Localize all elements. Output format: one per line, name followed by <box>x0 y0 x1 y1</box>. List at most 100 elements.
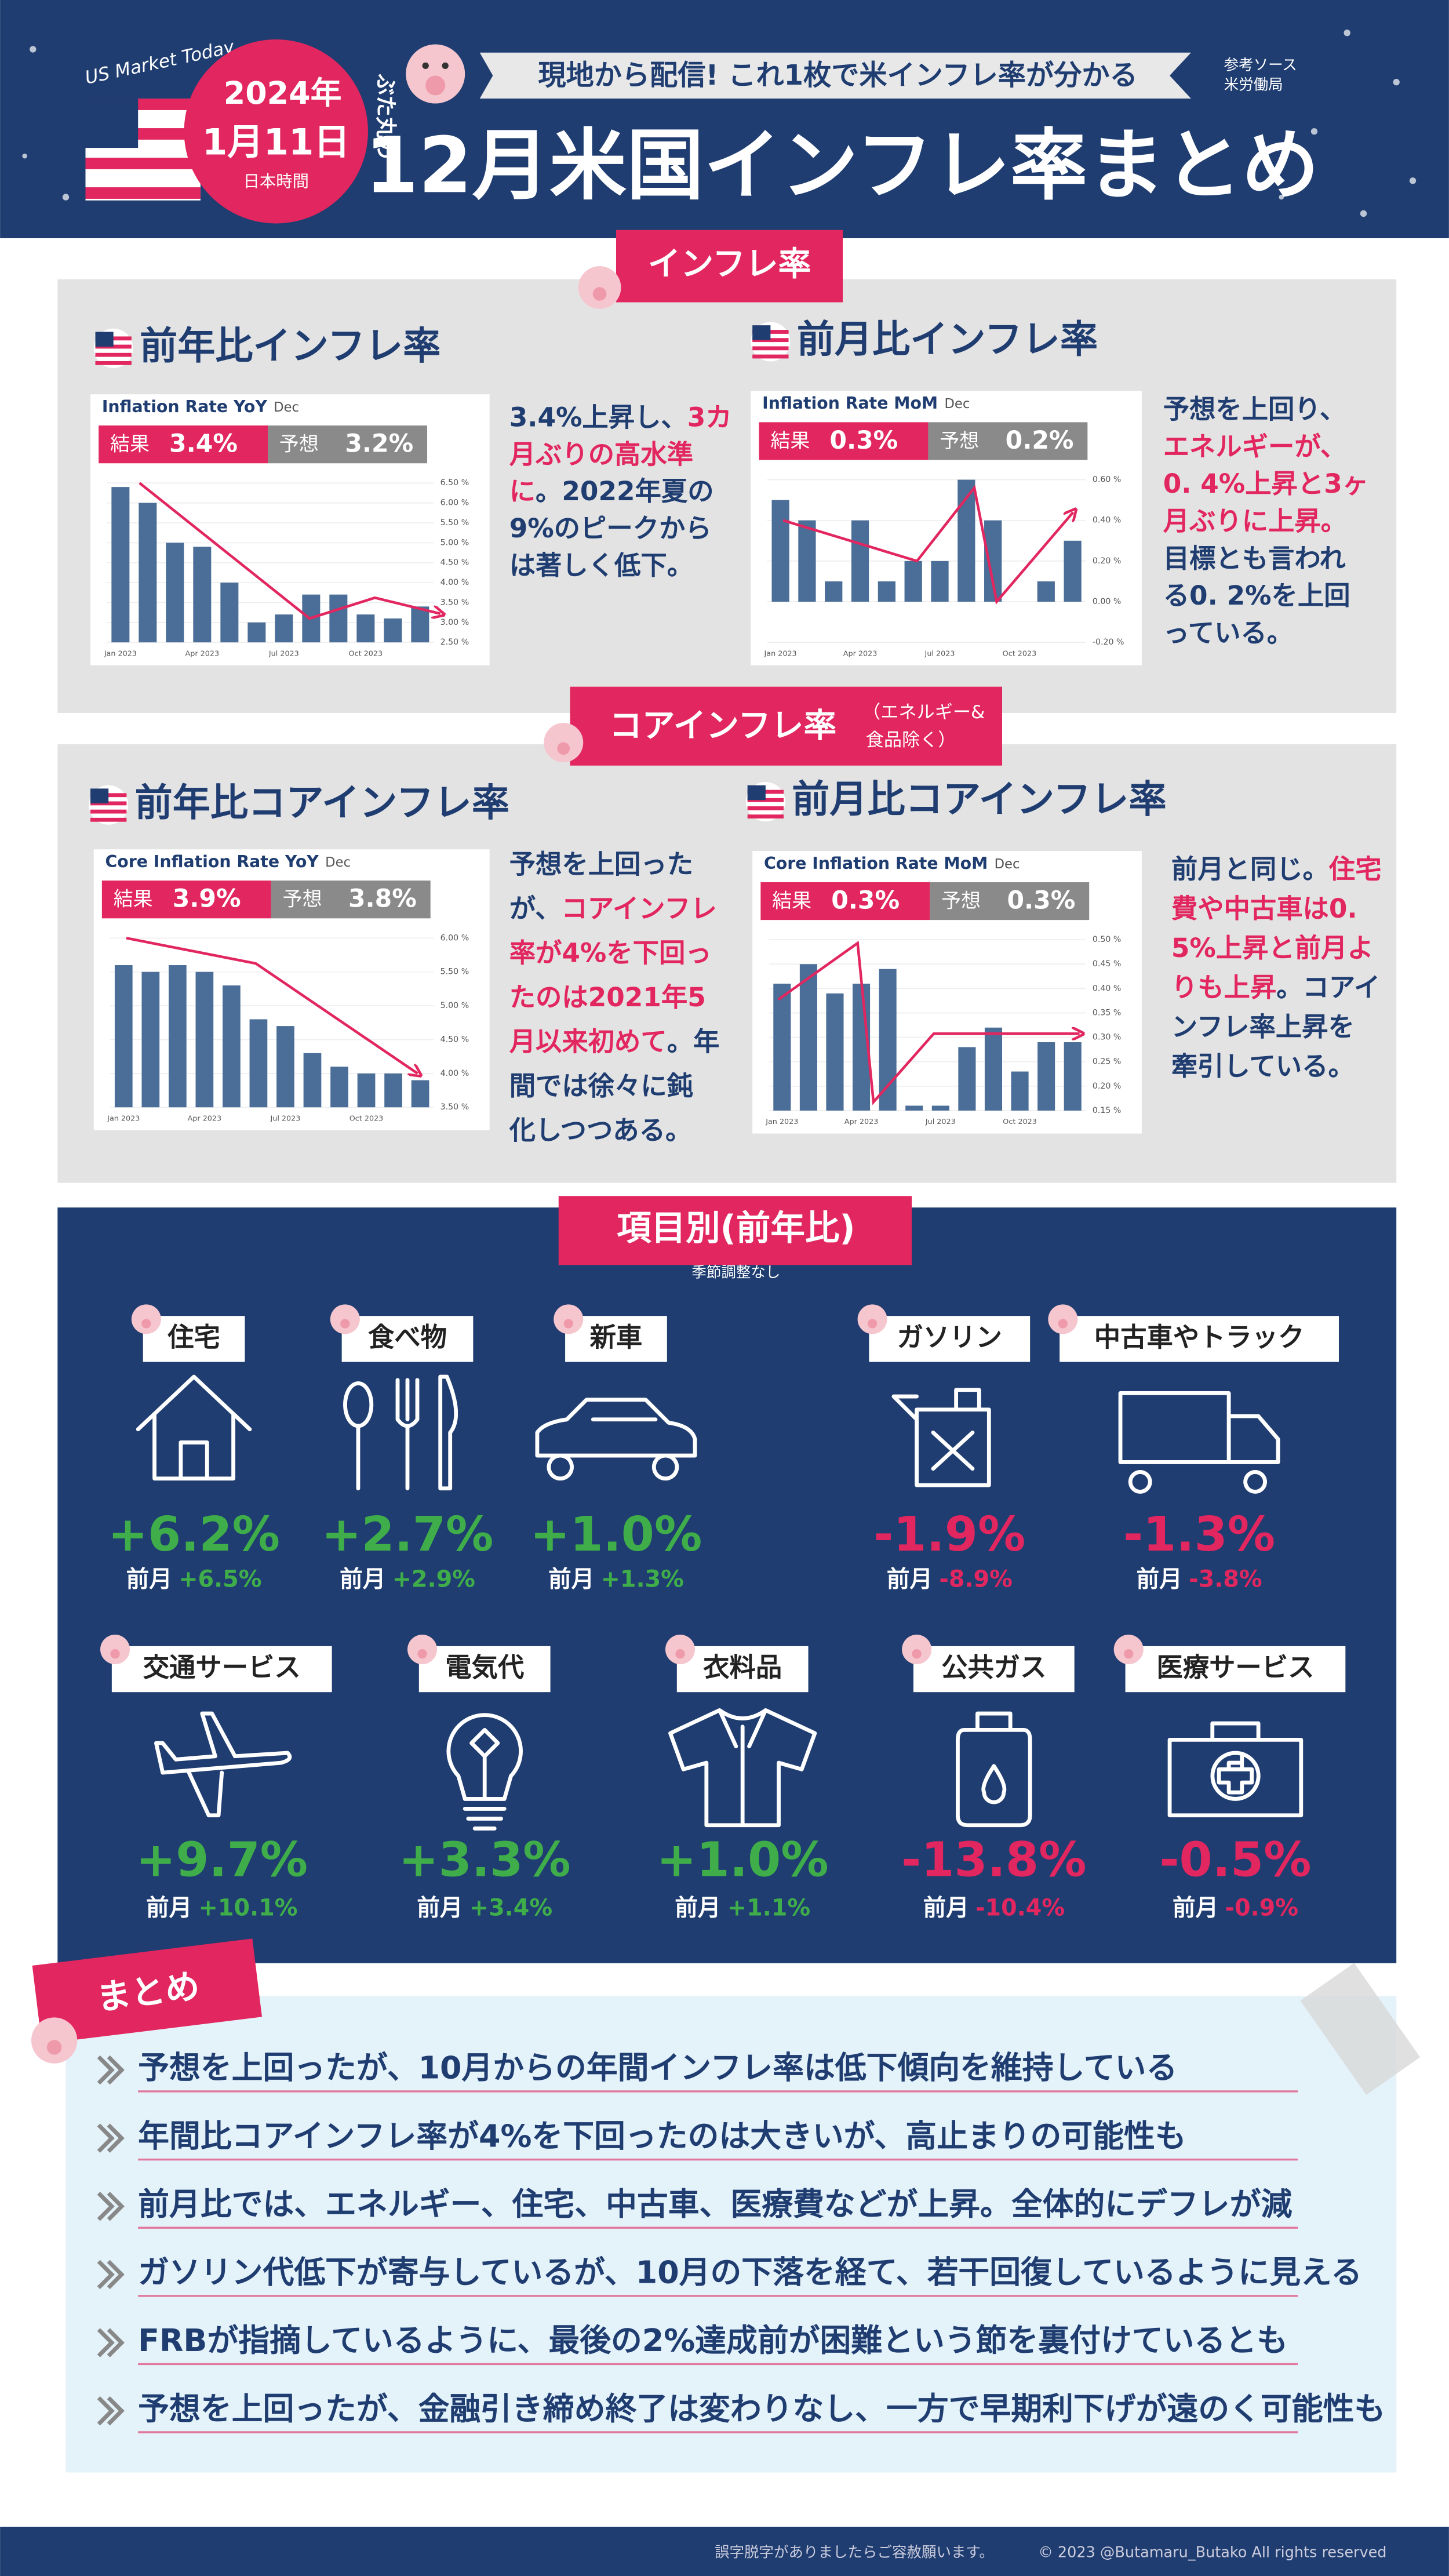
bullet-chevron <box>97 2260 125 2290</box>
pig-nose <box>912 1649 922 1659</box>
note-line: 予想を上回った <box>509 849 693 879</box>
icon-shape <box>1118 1391 1280 1494</box>
result-value: 3.4% <box>169 430 238 459</box>
bar <box>303 1053 322 1108</box>
bar <box>798 520 816 602</box>
section-tag <box>570 686 1002 766</box>
panel-title: 前年比インフレ率 <box>140 324 440 368</box>
item-value: -13.8% <box>901 1832 1086 1887</box>
note-segment: 。2022年夏の <box>536 476 713 507</box>
footer-copyright: © 2023 @Butamaru_Butako All rights reser… <box>1038 2544 1386 2561</box>
note-segment: 費や中古車は0. <box>1171 893 1357 924</box>
y-tick-label: 6.00 % <box>440 499 469 508</box>
trend-arrow <box>126 937 418 1074</box>
item-label: 医療サービス <box>1156 1652 1314 1683</box>
icon-shape <box>891 1388 991 1487</box>
mascot <box>406 44 465 104</box>
note-line: 月以来初めて。年 <box>509 1026 720 1057</box>
item-value: +3.3% <box>399 1832 571 1887</box>
note-line: 化しつつある。 <box>509 1115 692 1145</box>
note-line: エネルギーが、 <box>1163 431 1346 461</box>
bar <box>249 1019 268 1108</box>
flag-canton <box>747 785 766 801</box>
item-prev-value: +10.1% <box>199 1894 298 1921</box>
chart: Inflation Rate YoY Dec 結果 3.4% 予想 3.2% 2.50 % 3… <box>90 394 490 665</box>
pig-nose <box>46 2040 62 2055</box>
y-tick-label: 0.20 % <box>1093 1082 1121 1091</box>
flag-icon <box>745 782 785 822</box>
note-segment: 。コアイ <box>1276 972 1380 1003</box>
items-tag <box>558 1196 912 1265</box>
item-label: 公共ガス <box>941 1652 1046 1683</box>
x-tick-label: Oct 2023 <box>1003 1118 1037 1126</box>
chart-title-text: Core Inflation Rate MoM <box>764 854 988 873</box>
item-icon <box>446 1713 523 1831</box>
bar <box>411 1080 429 1108</box>
mascot <box>31 2017 78 2064</box>
item-value: +9.7% <box>136 1832 308 1887</box>
item-prev-value: +1.3% <box>601 1566 684 1592</box>
tape <box>1300 1963 1421 2095</box>
result-box <box>99 425 268 464</box>
item-icon <box>154 1711 292 1818</box>
chart-title: Inflation Rate YoY Dec <box>102 397 299 416</box>
item-value: +1.0% <box>657 1832 829 1887</box>
bullet-chevron <box>97 2192 125 2221</box>
item-prev-value: +3.4% <box>469 1894 552 1921</box>
bullet-chevron <box>97 2055 125 2085</box>
item-label-box <box>869 1316 1031 1362</box>
bar <box>384 1073 402 1108</box>
chart-title-text: Inflation Rate MoM <box>762 394 938 413</box>
result-box <box>101 881 271 919</box>
item-value: +1.0% <box>530 1507 702 1562</box>
note-segment: 9%のピークから <box>509 513 712 544</box>
bar <box>276 1026 294 1108</box>
forecast-box <box>271 881 431 919</box>
flag-stripe <box>747 806 784 810</box>
note-line: ンフレ率上昇を <box>1171 1012 1355 1042</box>
source-label: 参考ソース <box>1224 56 1297 74</box>
flag-canton <box>95 332 114 347</box>
note-segment: 予想を上回り、 <box>1163 394 1346 424</box>
item-prev-label: 前月 <box>340 1566 385 1592</box>
note-line: 牽引している。 <box>1171 1051 1355 1082</box>
mascot <box>100 1635 130 1665</box>
flag-icon <box>89 785 129 825</box>
item-icon <box>956 1711 1032 1828</box>
chart-subtitle: Dec <box>325 854 351 869</box>
y-tick-label: 6.50 % <box>440 478 469 487</box>
date-day: 1月11日 <box>202 121 350 163</box>
section-tag-note: 食品除く） <box>866 730 956 751</box>
forecast-label: 予想 <box>940 430 979 453</box>
y-tick-label: 2.50 % <box>440 638 469 647</box>
bar <box>330 1067 348 1108</box>
item-value: -1.3% <box>1123 1507 1275 1562</box>
bar <box>411 606 429 643</box>
bar <box>384 618 402 643</box>
y-tick-label: 0.15 % <box>1093 1106 1121 1115</box>
mascot <box>1048 1304 1078 1334</box>
mascot-label: ぶた丸の <box>373 74 398 159</box>
bar <box>139 503 157 643</box>
source: 米労働局 <box>1224 76 1283 93</box>
result-label: 結果 <box>114 888 153 911</box>
x-tick-label: Oct 2023 <box>1003 650 1037 658</box>
note-segment: 目標とも言われ <box>1163 543 1346 573</box>
bar <box>904 561 922 602</box>
x-tick-label: Jan 2023 <box>764 650 797 658</box>
section-tag <box>616 230 843 303</box>
bar <box>168 965 187 1108</box>
item-prev: 前月 +2.9% <box>340 1566 475 1592</box>
mascot <box>1113 1635 1144 1665</box>
y-tick-label: 0.25 % <box>1093 1057 1121 1067</box>
note-line: が、コアインフレ <box>509 893 717 924</box>
date-year: 2024年 <box>224 75 342 111</box>
flag-stripe <box>95 344 132 349</box>
summary-point: 予想を上回ったが、10月からの年間インフレ率は低下傾向を維持している <box>138 2050 1177 2086</box>
note-line: る0. 2%を上回 <box>1163 580 1350 611</box>
summary-point: 前月比では、エネルギー、住宅、中古車、医療費などが上昇。全体的にデフレが減 <box>138 2186 1292 2222</box>
item-prev-value: +2.9% <box>392 1566 475 1592</box>
bar <box>771 500 789 602</box>
bar <box>799 964 817 1111</box>
y-tick-label: 3.50 % <box>440 598 469 607</box>
